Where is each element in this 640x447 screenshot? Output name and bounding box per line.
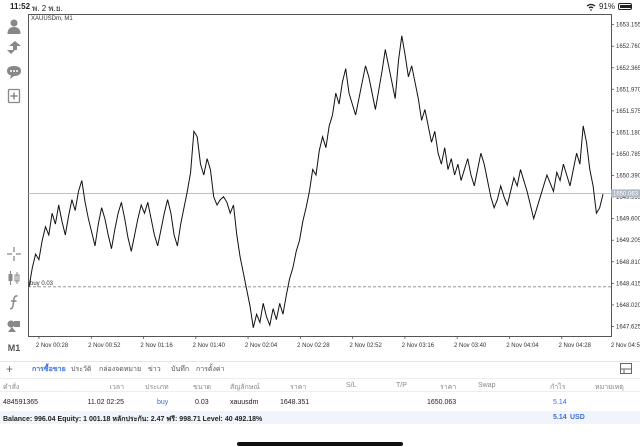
x-tick-label: 2 Nov 01:40 [193, 343, 226, 349]
y-tick-label: 1649.205 [616, 238, 640, 244]
status-time: 11:52 [10, 2, 31, 11]
x-tick-label: 2 Nov 01:16 [140, 343, 173, 349]
y-tick-label: 1648.415 [616, 281, 640, 287]
price-series-line [28, 35, 604, 328]
tab-journal[interactable]: บันทึก [171, 366, 190, 373]
price-chart[interactable]: 1653.155 1652.760 1652.365 1651.970 1651.575… [28, 14, 640, 357]
battery-icon [618, 3, 632, 10]
header-comment: หมายเหตุ [595, 384, 624, 391]
x-tick-label: 2 Nov 03:40 [454, 343, 487, 349]
header-sl: S/L [346, 382, 357, 389]
indicator-icon[interactable] [4, 292, 24, 312]
crosshair-icon[interactable] [4, 244, 24, 264]
left-toolbar: M1 [0, 14, 28, 357]
status-right: 91% [586, 2, 632, 11]
x-tick-label: 2 Nov 04:28 [559, 343, 592, 349]
y-tick-label: 1650.390 [616, 174, 640, 180]
candles-icon[interactable] [4, 268, 24, 288]
chart-canvas[interactable]: 1653.155 1652.760 1652.365 1651.970 1651.575… [28, 14, 640, 357]
y-tick-label: 1651.970 [616, 87, 640, 93]
battery-percent: 91% [598, 2, 615, 11]
bid-price-box [611, 189, 640, 198]
row-price: 1648.351 [280, 399, 310, 406]
row-symbol: xauusdm [230, 399, 259, 406]
objects-icon[interactable] [4, 316, 24, 336]
x-tick-label: 2 Nov 03:16 [402, 343, 435, 349]
y-tick-label: 1652.365 [616, 66, 640, 72]
x-tick-label: 2 Nov 02:28 [297, 343, 330, 349]
header-tp: T/P [396, 382, 407, 389]
add-icon[interactable]: + [6, 362, 14, 376]
y-tick-label: 1652.760 [616, 44, 640, 50]
chat-icon[interactable] [4, 62, 24, 82]
x-tick-label: 2 Nov 02:52 [349, 343, 382, 349]
header-order: คำสั่ง [3, 384, 20, 391]
tab-trade[interactable]: การซื้อขาย [32, 366, 66, 373]
table-row[interactable]: 484591365 11.02 02:25 buy 0.03 xauusdm 1… [0, 396, 640, 410]
bid-price-label: 1650.063 [613, 191, 639, 197]
trade-line-label: buy 0.03 [30, 281, 54, 287]
header-profit: กำไร [550, 384, 566, 391]
row-size: 0.03 [195, 399, 209, 406]
tab-settings[interactable]: การตั้งค่า [196, 366, 225, 373]
y-tick-label: 1648.810 [616, 260, 640, 266]
new-order-icon[interactable] [4, 86, 24, 106]
home-indicator [237, 442, 403, 446]
y-tick-label: 1649.600 [616, 217, 640, 223]
status-bar: 11:52 พ. 2 พ.ย. 91% [0, 0, 640, 13]
battery-fill [620, 5, 631, 8]
row-type: buy [157, 399, 169, 406]
tab-mailbox[interactable]: กล่องจดหมาย [99, 366, 142, 373]
tab-news[interactable]: ข่าว [148, 366, 161, 373]
x-tick-label: 2 Nov 00:52 [88, 343, 121, 349]
header-type: ประเภท [145, 384, 169, 391]
trade-icon[interactable] [4, 38, 24, 58]
wifi-icon [586, 3, 596, 11]
x-tick-label: 2 Nov 00:28 [36, 343, 69, 349]
x-tick-label: 2 Nov 02:04 [245, 343, 278, 349]
row-current-price: 1650.063 [427, 399, 457, 406]
x-tick-label: 2 Nov 04:52 [611, 343, 640, 349]
y-tick-label: 1653.155 [616, 23, 640, 29]
account-currency: USD [570, 414, 585, 421]
header-swap: Swap [478, 382, 496, 389]
y-tick-label: 1649.995 [616, 195, 640, 201]
header-size: ขนาด [193, 384, 212, 391]
balance-summary: Balance: 996.04 Equity: 1 001.18 หลักประ… [3, 416, 263, 423]
terminal-tabs: + การซื้อขาย ประวัติ กล่องจดหมาย ข่าว บั… [0, 361, 640, 376]
y-tick-label: 1647.625 [616, 324, 640, 330]
header-current-price: ราคา [440, 384, 457, 391]
total-profit: 5.14 [553, 414, 567, 421]
header-time: เวลา [109, 384, 124, 391]
row-profit: 5.14 [553, 399, 567, 406]
row-time: 11.02 02:25 [87, 399, 124, 406]
panel-icon[interactable] [620, 363, 632, 374]
x-tick-label: 2 Nov 04:04 [506, 343, 539, 349]
table-header: คำสั่ง เวลา ประเภท ขนาด สัญลักษณ์ ราคา S… [0, 378, 640, 392]
row-order: 484591365 [3, 399, 39, 406]
timeframe-button[interactable]: M1 [7, 343, 21, 353]
y-tick-label: 1651.575 [616, 109, 640, 115]
plot-frame [28, 14, 612, 337]
header-price: ราคา [290, 384, 307, 391]
y-tick-label: 1651.180 [616, 130, 640, 136]
chart-title: XAUUSDm, M1 [31, 16, 73, 22]
y-tick-label: 1648.020 [616, 303, 640, 309]
header-symbol: สัญลักษณ์ [230, 384, 260, 391]
status-date: พ. 2 พ.ย. [32, 4, 63, 13]
y-tick-label: 1650.785 [616, 152, 640, 158]
tab-history[interactable]: ประวัติ [71, 366, 92, 373]
user-icon[interactable] [4, 16, 24, 36]
balance-bar: Balance: 996.04 Equity: 1 001.18 หลักประ… [0, 411, 640, 424]
